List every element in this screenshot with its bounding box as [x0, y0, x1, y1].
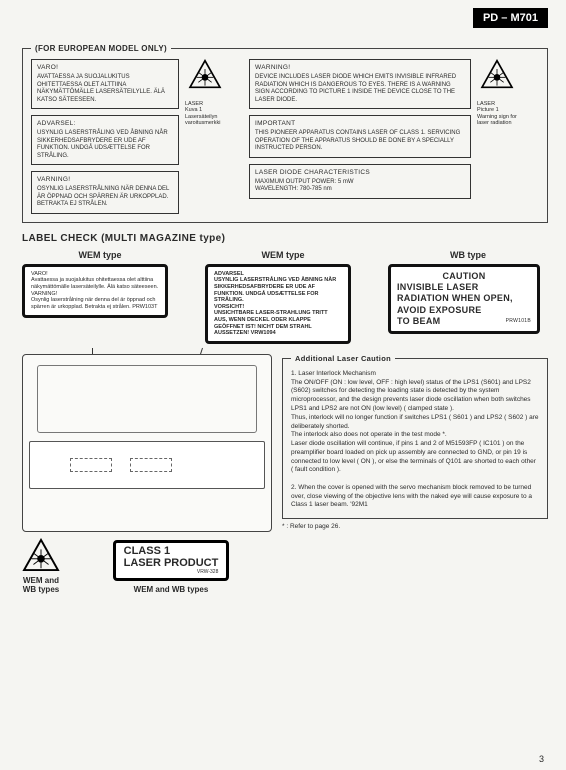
- page-number: 3: [539, 754, 544, 764]
- label-sample-wem: VARO! Avattaessa ja suojalukitus ohitett…: [22, 264, 168, 318]
- wem-wb-caption: WEM and WB types: [23, 576, 59, 594]
- class1-l2: LASER PRODUCT: [124, 558, 219, 570]
- box-diode-body: MAXIMUM OUTPUT POWER: 5 mW WAVELENGTH: 7…: [255, 179, 465, 194]
- box-varning-hdr: VARNING!: [37, 176, 173, 184]
- wem-and-wb-caption: WEM and WB types: [70, 585, 272, 594]
- wem-type-hdr-2: WEM type: [205, 250, 361, 260]
- wb-type-hdr: WB type: [388, 250, 548, 260]
- class1-label: CLASS 1 LASER PRODUCT VRW-328: [113, 540, 230, 580]
- triangle-right-caption: LASER Picture 1 Warning sign for laser r…: [477, 101, 531, 126]
- label-sample-wem-mid: ADVARSEL USYNLIG LASERSTRÅLING VED ÅBNIN…: [205, 264, 351, 344]
- box-diode: LASER DIODE CHARACTERISTICS MAXIMUM OUTP…: [249, 164, 471, 199]
- box-varo-body: AVATTAESSA JA SUOJALUKITUS OHITETTAESSA …: [37, 74, 173, 104]
- footnote: * : Refer to page 26.: [282, 523, 548, 530]
- wb-line3: RADIATION WHEN OPEN,: [397, 293, 531, 304]
- class1-code: VRW-328: [124, 570, 219, 575]
- box-varning: VARNING! OSYNLIG LASERSTRÅLNING NÄR DENN…: [31, 171, 179, 214]
- box-varo-hdr: VARO!: [37, 64, 173, 72]
- box-advarsel-hdr: ADVARSEL:: [37, 120, 173, 128]
- label-sample-wb: CAUTION INVISIBLE LASER RADIATION WHEN O…: [388, 264, 540, 334]
- caution-body: 1. Laser Interlock Mechanism The ON/OFF …: [291, 370, 539, 510]
- wb-line5: TO BEAM: [397, 316, 440, 327]
- warning-triangle-icon: [188, 59, 222, 89]
- label-samples-row: WEM type VARO! Avattaessa ja suojalukitu…: [22, 250, 548, 344]
- additional-laser-caution: Additional Laser Caution 1. Laser Interl…: [282, 354, 548, 519]
- warning-triangle-icon: [480, 59, 514, 89]
- device-tray: [29, 441, 265, 489]
- box-advarsel: ADVARSEL: USYNLIG LASERSTRÅLING VED ÅBNI…: [31, 115, 179, 165]
- model-badge: PD – M701: [473, 8, 548, 28]
- box-warning-en-hdr: WARNING!: [255, 64, 465, 72]
- wem-type-hdr: WEM type: [22, 250, 178, 260]
- box-important: IMPORTANT THIS PIONEER APPARATUS CONTAIN…: [249, 115, 471, 158]
- european-model-legend: (FOR EUROPEAN MODEL ONLY): [31, 44, 171, 53]
- wb-line4: AVOID EXPOSURE: [397, 305, 531, 316]
- box-varning-body: OSYNLIG LASERSTRÅLNING NÄR DENNA DEL ÄR …: [37, 186, 173, 209]
- warning-triangle-icon: [22, 538, 60, 572]
- wb-code: PRW101B: [506, 318, 531, 327]
- caution-legend: Additional Laser Caution: [291, 354, 395, 364]
- box-important-body: THIS PIONEER APPARATUS CONTAINS LASER OF…: [255, 130, 465, 153]
- wb-line2: INVISIBLE LASER: [397, 282, 531, 293]
- wb-line1: CAUTION: [397, 271, 531, 282]
- device-illustration: [22, 354, 272, 532]
- european-model-panel: (FOR EUROPEAN MODEL ONLY) VARO! AVATTAES…: [22, 44, 548, 223]
- label-check-title: LABEL CHECK (MULTI MAGAZINE type): [22, 233, 548, 244]
- box-advarsel-body: USYNLIG LASERSTRÅLING VED ÅBNING NÅR SIK…: [37, 130, 173, 160]
- box-warning-en-body: DEVICE INCLUDES LASER DIODE WHICH EMITS …: [255, 74, 465, 104]
- laser-triangle-left: [185, 59, 225, 95]
- label-slot-left: [70, 458, 112, 472]
- box-warning-en: WARNING! DEVICE INCLUDES LASER DIODE WHI…: [249, 59, 471, 109]
- label-slot-right: [130, 458, 172, 472]
- box-diode-hdr: LASER DIODE CHARACTERISTICS: [255, 169, 465, 177]
- laser-triangle-right: [477, 59, 517, 95]
- box-important-hdr: IMPORTANT: [255, 120, 465, 128]
- device-lid: [37, 365, 257, 433]
- box-varo: VARO! AVATTAESSA JA SUOJALUKITUS OHITETT…: [31, 59, 179, 109]
- triangle-left-caption: LASER Kuva 1 Lasersäteilyn varoitusmerkk…: [185, 101, 239, 126]
- device-column: WEM and WB types CLASS 1 LASER PRODUCT V…: [22, 354, 272, 594]
